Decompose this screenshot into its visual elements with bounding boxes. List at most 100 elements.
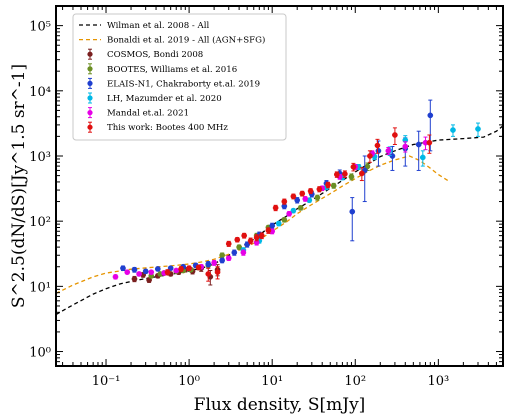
marker xyxy=(374,142,381,149)
data-point xyxy=(348,173,355,181)
marker xyxy=(286,210,292,217)
data-point xyxy=(299,190,306,197)
marker xyxy=(148,269,155,276)
legend-marker xyxy=(87,110,93,116)
data-points xyxy=(112,99,481,286)
legend-marker xyxy=(87,51,93,57)
data-point xyxy=(219,257,226,264)
data-point xyxy=(236,244,242,250)
legend-label: COSMOS, Bondi 2008 xyxy=(107,50,203,60)
marker xyxy=(244,241,251,248)
data-point xyxy=(415,130,422,171)
marker xyxy=(367,153,373,159)
data-point xyxy=(244,241,251,248)
data-point xyxy=(290,193,297,200)
marker xyxy=(269,222,276,229)
marker xyxy=(290,193,297,200)
data-point xyxy=(265,227,272,234)
data-point xyxy=(253,234,260,242)
marker xyxy=(358,170,365,177)
y-axis-label: S^2.5(dN/dS)[Jy^1.5 sr^-1] xyxy=(9,64,29,308)
data-point xyxy=(358,167,365,182)
line-wilman-et-al-2008-all xyxy=(55,125,504,316)
marker xyxy=(136,271,142,277)
marker xyxy=(281,216,288,223)
data-point xyxy=(385,146,392,156)
data-point xyxy=(314,194,321,201)
data-point xyxy=(374,138,381,154)
data-point xyxy=(211,259,217,266)
data-point xyxy=(402,141,409,153)
marker xyxy=(290,207,297,214)
marker xyxy=(124,269,131,276)
marker xyxy=(131,266,138,273)
marker xyxy=(375,147,382,154)
data-point xyxy=(392,127,398,146)
data-point xyxy=(178,266,184,272)
plot-frame xyxy=(55,5,504,367)
marker xyxy=(112,273,119,280)
marker xyxy=(297,205,304,211)
data-point xyxy=(120,265,126,272)
legend: Wilman et al. 2008 - All Bonaldi et al. 2… xyxy=(72,13,287,141)
marker xyxy=(253,234,260,241)
data-point xyxy=(367,150,373,163)
marker xyxy=(314,194,321,201)
series-elais-n1-chakraborty-et-al-2019 xyxy=(120,99,434,275)
legend-item-mandal-et-al-2021: Mandal et.al. 2021 xyxy=(87,107,189,119)
marker xyxy=(333,171,340,178)
legend-label: Wilman et al. 2008 - All xyxy=(107,21,210,31)
marker xyxy=(402,143,409,150)
data-point xyxy=(164,269,171,276)
legend-box xyxy=(72,13,287,141)
marker xyxy=(349,208,356,215)
marker xyxy=(214,269,221,276)
data-point xyxy=(195,264,202,271)
data-point xyxy=(294,197,301,204)
data-point xyxy=(247,237,254,245)
marker xyxy=(236,244,242,250)
data-point xyxy=(342,170,348,178)
y-tick-label: 10⁴ xyxy=(29,85,51,100)
marker xyxy=(247,237,254,244)
x-axis-label: Flux density, S[mJy] xyxy=(194,395,366,415)
marker xyxy=(142,268,149,275)
y-tick-label: 10¹ xyxy=(29,280,51,295)
x-tick-label: 10⁻¹ xyxy=(92,374,121,389)
data-point xyxy=(333,171,340,178)
marker xyxy=(299,190,306,197)
data-point xyxy=(240,249,247,256)
marker xyxy=(195,264,202,271)
marker xyxy=(415,141,422,148)
data-point xyxy=(450,124,456,137)
marker xyxy=(154,266,161,272)
data-point xyxy=(186,265,192,272)
data-point xyxy=(350,162,357,172)
legend-item-wilman-et-al-2008-all: Wilman et al. 2008 - All xyxy=(79,21,210,31)
legend-marker xyxy=(87,95,93,101)
data-point xyxy=(302,196,309,202)
data-point xyxy=(281,216,288,223)
marker xyxy=(294,197,301,204)
marker xyxy=(330,182,337,189)
marker xyxy=(231,249,238,256)
marker xyxy=(258,232,265,239)
data-point xyxy=(142,268,149,275)
marker xyxy=(275,220,282,227)
data-point xyxy=(241,232,248,239)
marker xyxy=(272,205,279,211)
data-point xyxy=(269,222,276,230)
marker xyxy=(225,255,232,262)
legend-label: BOOTES, Williams et al. 2016 xyxy=(107,65,237,75)
marker xyxy=(385,147,392,154)
marker xyxy=(475,126,481,132)
data-point xyxy=(154,266,161,272)
x-tick-labels: 10⁻¹ 10⁰ 10¹ 10² 10³ xyxy=(92,374,450,389)
x-tick-label: 10¹ xyxy=(261,374,283,389)
y-tick-label: 10³ xyxy=(29,150,51,165)
data-point xyxy=(272,204,279,212)
data-point xyxy=(205,267,212,282)
marker xyxy=(205,261,212,267)
marker xyxy=(316,186,323,192)
